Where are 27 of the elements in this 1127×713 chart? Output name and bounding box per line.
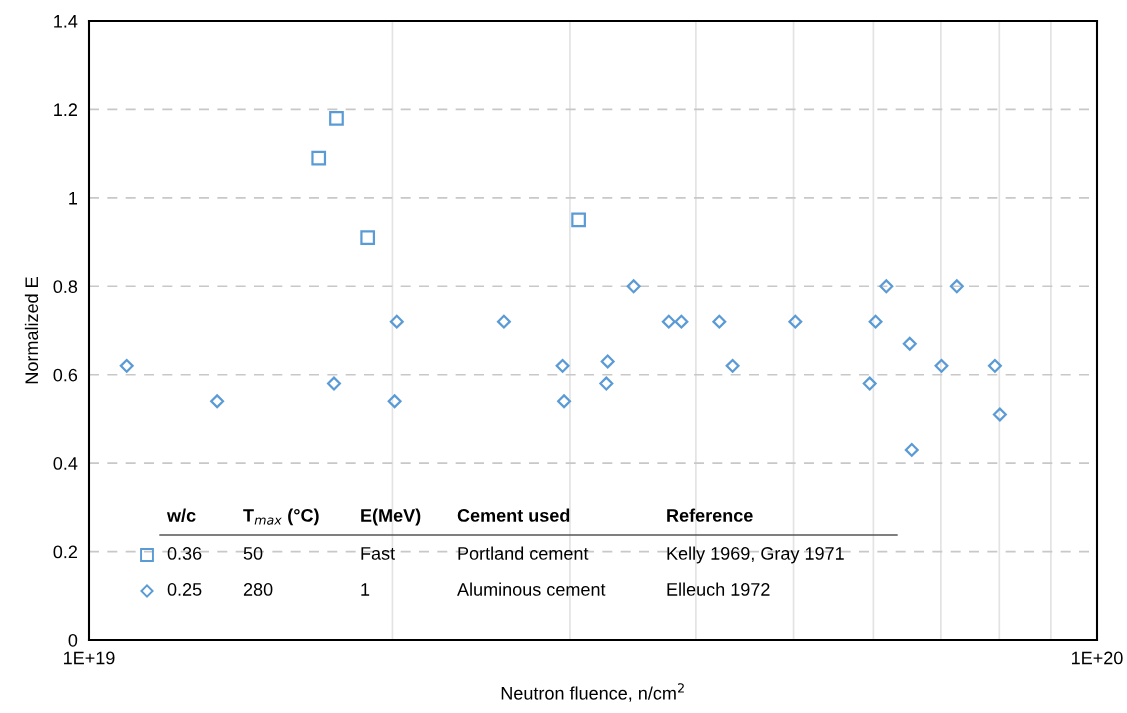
annotation: 50 bbox=[243, 547, 263, 560]
y-axis-title: Normalized E bbox=[24, 277, 39, 384]
y-tick-label: 1.4 bbox=[54, 15, 78, 28]
annotation: Fast bbox=[361, 547, 395, 560]
x-tick-label: 1E+20 bbox=[1072, 651, 1123, 665]
annotation: Portland cement bbox=[458, 546, 589, 560]
legend-label: 0.36 bbox=[167, 547, 202, 560]
y-tick-label: 1.2 bbox=[54, 103, 77, 116]
y-tick-label: 0.4 bbox=[53, 457, 78, 470]
annotation: Aluminous cement bbox=[457, 582, 606, 596]
annotation: 280 bbox=[243, 583, 273, 596]
annotation: Cement used bbox=[457, 508, 570, 522]
y-tick-label: 0.6 bbox=[53, 368, 78, 382]
annotation: w/c bbox=[166, 508, 196, 523]
legend-label: 0.25 bbox=[167, 583, 202, 596]
annotation: 1 bbox=[361, 583, 370, 596]
y-tick-label: 0.2 bbox=[53, 545, 77, 559]
y-tick-label: 0.8 bbox=[53, 280, 78, 294]
x-tick-label: 1E+19 bbox=[64, 651, 115, 665]
annotation: Kelly 1969, Gray 1971 bbox=[667, 546, 844, 564]
annotation: T$_{max}$ (°C) bbox=[243, 508, 319, 526]
y-tick-label: 0 bbox=[68, 633, 78, 647]
annotation: Reference bbox=[667, 508, 753, 522]
y-tick-label: 1 bbox=[69, 191, 78, 205]
annotation: Elleuch 1972 bbox=[667, 582, 770, 596]
x-axis-title: Neutron fluence, n/cm$^{2}$ bbox=[501, 683, 684, 702]
annotation: E(MeV) bbox=[361, 508, 421, 526]
